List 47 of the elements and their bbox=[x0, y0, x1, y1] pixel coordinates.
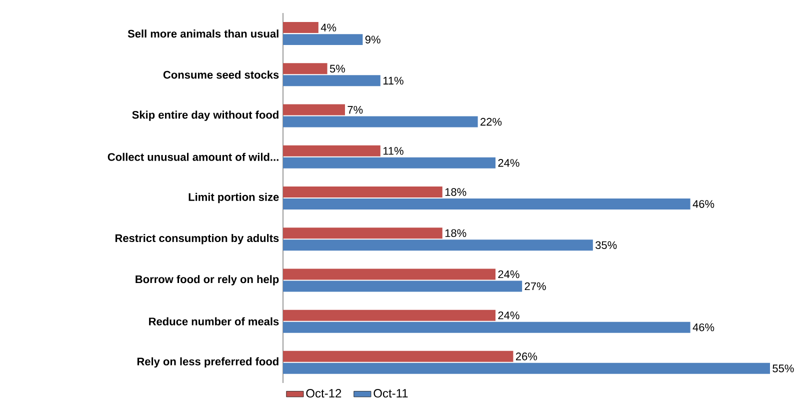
bar bbox=[283, 145, 380, 156]
legend-label: Oct-12 bbox=[306, 389, 342, 398]
data-label: 4% bbox=[320, 24, 336, 32]
data-label: 22% bbox=[480, 118, 502, 126]
y-tick-label: Rely on less preferred food bbox=[137, 357, 278, 368]
data-label: 11% bbox=[383, 147, 404, 155]
bar bbox=[283, 116, 478, 128]
bar bbox=[283, 350, 514, 362]
legend-label: Oct-11 bbox=[374, 389, 408, 398]
y-tick-label: Limit portion size bbox=[188, 192, 279, 204]
data-label: 18% bbox=[445, 229, 466, 238]
data-label: 24% bbox=[498, 311, 520, 320]
y-tick-label: Borrow food or rely on help bbox=[136, 275, 279, 286]
bar bbox=[283, 34, 363, 46]
data-label: 7% bbox=[348, 106, 363, 114]
data-label: 27% bbox=[524, 282, 546, 290]
bar bbox=[283, 240, 593, 251]
data-label: 35% bbox=[596, 241, 617, 250]
y-tick-label: Sell more animals than usual bbox=[128, 30, 278, 38]
y-tick-label: Restrict consumption by adults bbox=[115, 234, 279, 244]
bar bbox=[283, 310, 496, 321]
bar bbox=[283, 198, 690, 210]
data-label: 24% bbox=[498, 270, 520, 278]
data-label: 9% bbox=[365, 36, 380, 44]
bar bbox=[283, 75, 380, 86]
y-tick-label: Consume seed stocks bbox=[163, 70, 279, 79]
data-label: 46% bbox=[692, 323, 714, 332]
bar bbox=[283, 362, 770, 374]
y-tick-label: Reduce number of meals bbox=[149, 317, 279, 326]
bar bbox=[283, 280, 522, 292]
bar bbox=[283, 22, 318, 34]
bar bbox=[283, 228, 442, 239]
data-label: 5% bbox=[330, 64, 345, 73]
bar bbox=[283, 186, 442, 198]
bar bbox=[283, 157, 496, 168]
y-tick-label: Collect unusual amount of wild... bbox=[108, 152, 278, 161]
bar bbox=[283, 104, 345, 116]
bar bbox=[283, 63, 328, 74]
data-label: 24% bbox=[498, 159, 520, 167]
y-tick-label: Skip entire day without food bbox=[132, 110, 278, 121]
data-label: 55% bbox=[772, 364, 794, 372]
bar bbox=[283, 268, 496, 280]
data-label: 46% bbox=[692, 200, 714, 208]
data-label: 18% bbox=[445, 188, 466, 196]
bar bbox=[283, 322, 690, 333]
data-label: 11% bbox=[383, 76, 404, 85]
data-label: 26% bbox=[516, 352, 538, 360]
